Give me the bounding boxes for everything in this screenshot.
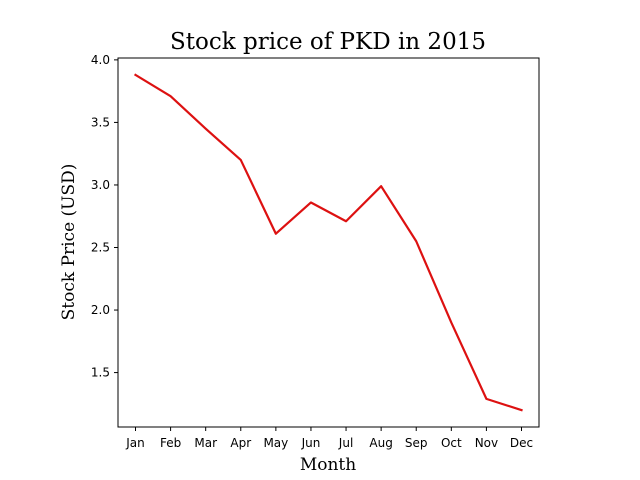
y-axis-label: Stock Price (USD) [59,164,79,321]
y-tick-label: 3.0 [91,178,110,192]
plot-frame [117,57,540,428]
plot-area [117,57,540,428]
x-tick-label: Dec [510,436,533,450]
y-axis: 1.5 2.0 2.5 3.0 3.5 4.0 [91,53,118,380]
x-tick-label: Mar [194,436,217,450]
x-tick-label: Oct [441,436,462,450]
x-tick-label: Feb [160,436,181,450]
chart-title: Stock price of PKD in 2015 [170,29,486,55]
x-axis: Jan Feb Mar Apr May Jun Jul Aug Sep Oct Nov Dec [125,427,533,450]
y-tick-label: 1.5 [91,366,110,380]
x-tick-label: Apr [230,436,251,450]
y-tick-label: 4.0 [91,53,110,67]
x-tick-label: Jul [338,436,353,450]
x-tick-label: Jan [125,436,145,450]
x-tick-label: Sep [405,436,428,450]
x-axis-label: Month [300,455,356,475]
y-tick-label: 2.5 [91,241,110,255]
x-tick-label: Nov [475,436,498,450]
x-tick-label: Jun [301,436,321,450]
x-tick-label: May [263,436,288,450]
y-tick-label: 3.5 [91,115,110,129]
x-tick-label: Aug [369,436,392,450]
y-tick-label: 2.0 [91,303,110,317]
series-line [133,73,523,412]
